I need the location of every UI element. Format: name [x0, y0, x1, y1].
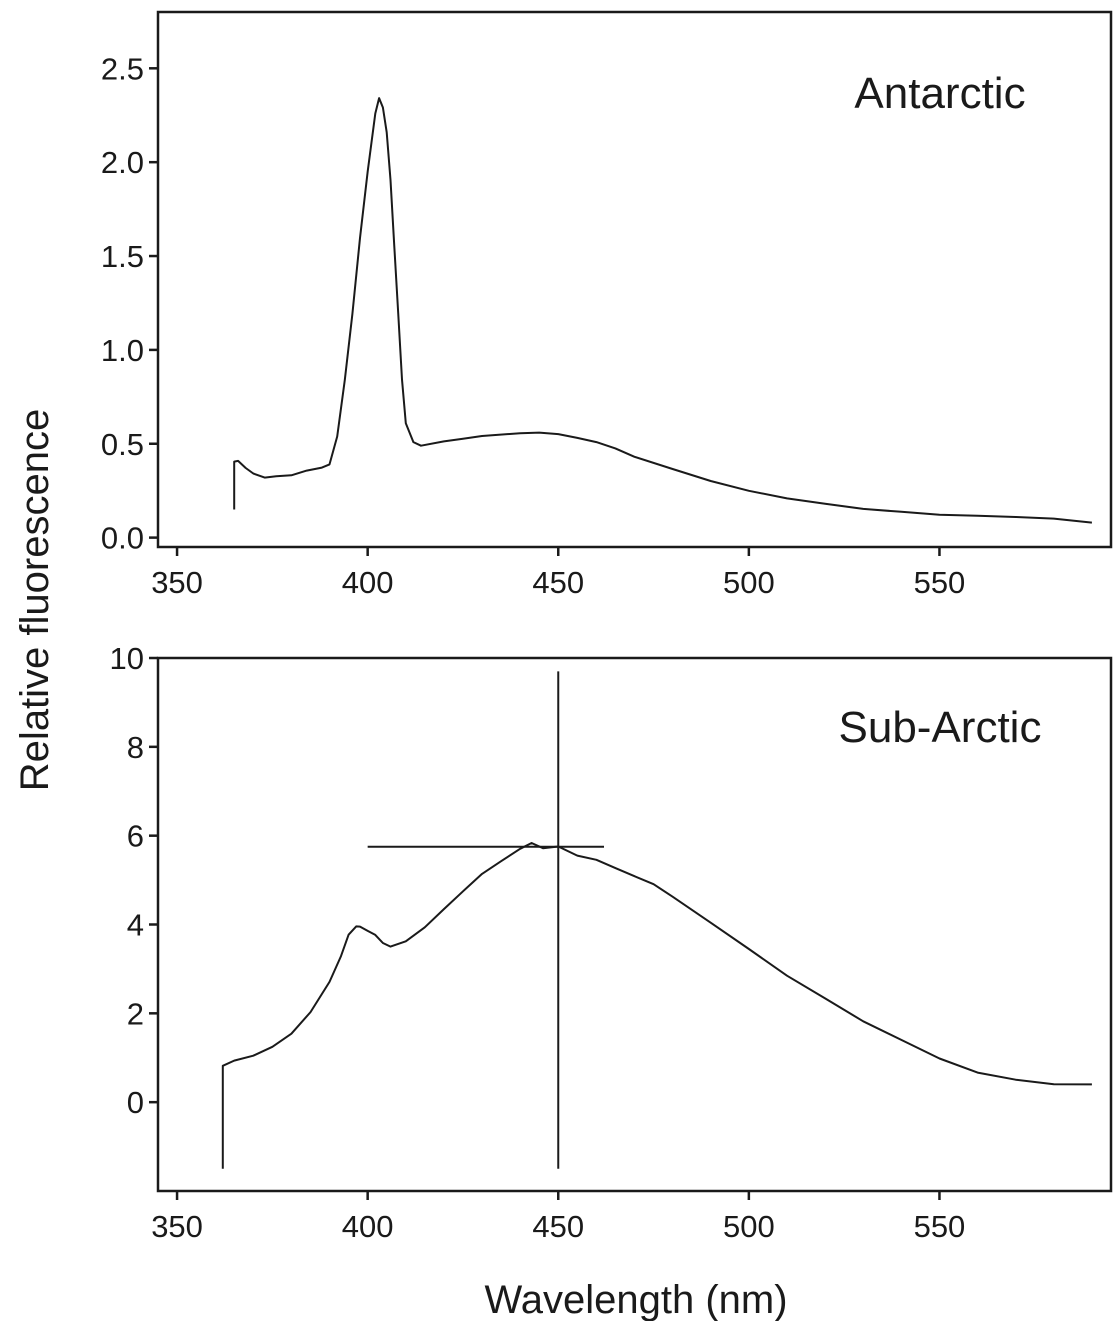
- subarctic-ticks: 350 400 450 500 550 0 2 4 6 8 10: [110, 641, 966, 1244]
- antarctic-y-tick-label: 2.5: [101, 51, 144, 86]
- antarctic-y-tick-label: 2.0: [101, 145, 144, 180]
- subarctic-y-tick-label: 8: [127, 730, 144, 765]
- subarctic-y-tick-label: 0: [127, 1085, 144, 1120]
- x-axis-title: Wavelength (nm): [484, 1278, 787, 1321]
- subarctic-x-tick-label: 400: [342, 1209, 394, 1244]
- subarctic-y-tick-label: 2: [127, 996, 144, 1031]
- antarctic-y-tick-label: 1.5: [101, 239, 144, 274]
- y-axis-title: Relative fluorescence: [13, 409, 57, 791]
- antarctic-plot-frame: [156, 10, 1113, 549]
- subarctic-x-tick-label: 350: [151, 1209, 203, 1244]
- antarctic-x-tick-label: 550: [914, 565, 966, 600]
- antarctic-y-tick-label: 0.0: [101, 521, 144, 556]
- subarctic-x-tick-label: 550: [914, 1209, 966, 1244]
- antarctic-panel-label: Antarctic: [854, 69, 1025, 118]
- subarctic-x-tick-label: 500: [723, 1209, 775, 1244]
- subarctic-panel: 350 400 450 500 550 0 2 4 6 8 10 Sub-Arctic: [110, 641, 1113, 1244]
- antarctic-fluorescence-spectrum-line: [233, 97, 1093, 524]
- antarctic-x-tick-label: 350: [151, 565, 203, 600]
- antarctic-y-tick-label: 0.5: [101, 427, 144, 462]
- subarctic-y-tick-label: 6: [127, 819, 144, 854]
- subarctic-series: [221, 842, 1092, 1169]
- antarctic-x-tick-label: 500: [723, 565, 775, 600]
- antarctic-panel: 350 400 450 500 550 0.0 0.5 1.0 1.5 2.0 2.5 Antarc…: [101, 10, 1113, 600]
- subarctic-y-tick-label: 10: [110, 641, 144, 676]
- subarctic-annotations: [367, 671, 605, 1169]
- antarctic-ticks: 350 400 450 500 550 0.0 0.5 1.0 1.5 2.0 2.5: [101, 51, 965, 600]
- subarctic-y-tick-label: 4: [127, 908, 144, 943]
- antarctic-x-tick-label: 400: [342, 565, 394, 600]
- subarctic-panel-label: Sub-Arctic: [839, 703, 1042, 752]
- antarctic-series: [233, 97, 1093, 524]
- subarctic-fluorescence-spectrum-line: [221, 842, 1092, 1169]
- antarctic-y-tick-label: 1.0: [101, 333, 144, 368]
- antarctic-x-tick-label: 450: [532, 565, 584, 600]
- subarctic-x-tick-label: 450: [532, 1209, 584, 1244]
